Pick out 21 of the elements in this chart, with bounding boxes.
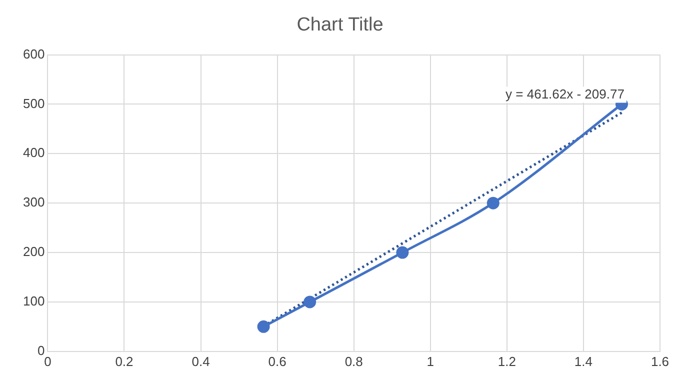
y-tick-label: 0 (37, 342, 45, 358)
point (486, 196, 500, 210)
x-tick-label: 1.6 (650, 354, 670, 369)
chart-title: Chart Title (296, 14, 384, 36)
x-tick-label: 0.6 (268, 354, 286, 369)
x-tick-label: 0.4 (192, 354, 210, 369)
point (396, 246, 409, 259)
point (304, 296, 316, 308)
x-tick-label: 1 (426, 354, 434, 369)
annotation: y = 461.62x - 209.77 (506, 86, 624, 102)
y-tick-label: 200 (22, 244, 45, 260)
x-tick-label: 0.8 (344, 354, 363, 369)
x-tick-label: 1.4 (574, 354, 592, 369)
y-tick-label: 300 (22, 194, 45, 210)
x-tick-label: 0.2 (115, 354, 134, 369)
point (257, 320, 270, 333)
y-tick-label: 100 (22, 294, 45, 309)
x-tick-label: 1.2 (498, 354, 516, 369)
y-tick-label: 500 (22, 96, 45, 111)
y-tick-label: 400 (22, 145, 45, 160)
y-tick-label: 600 (22, 46, 45, 62)
